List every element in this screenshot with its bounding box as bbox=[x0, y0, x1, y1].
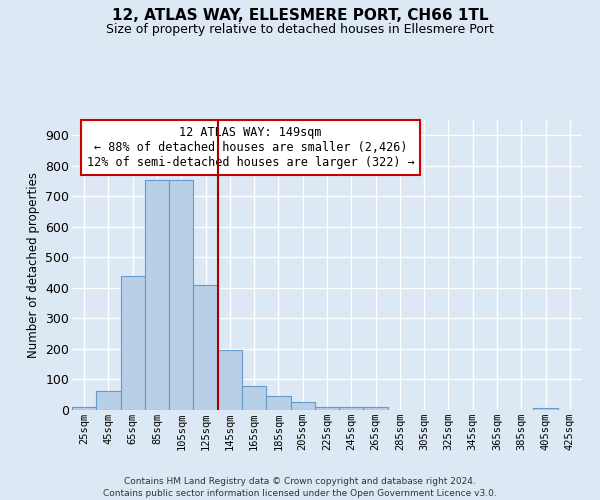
Bar bbox=[145, 180, 169, 410]
Bar bbox=[364, 407, 388, 410]
Bar bbox=[242, 386, 266, 410]
Text: Contains HM Land Registry data © Crown copyright and database right 2024.: Contains HM Land Registry data © Crown c… bbox=[124, 478, 476, 486]
Text: Contains public sector information licensed under the Open Government Licence v3: Contains public sector information licen… bbox=[103, 489, 497, 498]
Bar bbox=[266, 396, 290, 410]
Bar bbox=[96, 391, 121, 410]
Bar bbox=[169, 180, 193, 410]
Bar bbox=[121, 276, 145, 410]
Text: 12 ATLAS WAY: 149sqm
← 88% of detached houses are smaller (2,426)
12% of semi-de: 12 ATLAS WAY: 149sqm ← 88% of detached h… bbox=[86, 126, 415, 169]
Bar bbox=[533, 408, 558, 410]
Bar bbox=[72, 407, 96, 410]
Bar bbox=[290, 402, 315, 410]
Bar bbox=[315, 407, 339, 410]
Bar bbox=[339, 407, 364, 410]
Bar bbox=[193, 285, 218, 410]
Bar bbox=[218, 350, 242, 410]
Text: Size of property relative to detached houses in Ellesmere Port: Size of property relative to detached ho… bbox=[106, 22, 494, 36]
Y-axis label: Number of detached properties: Number of detached properties bbox=[26, 172, 40, 358]
Text: 12, ATLAS WAY, ELLESMERE PORT, CH66 1TL: 12, ATLAS WAY, ELLESMERE PORT, CH66 1TL bbox=[112, 8, 488, 22]
